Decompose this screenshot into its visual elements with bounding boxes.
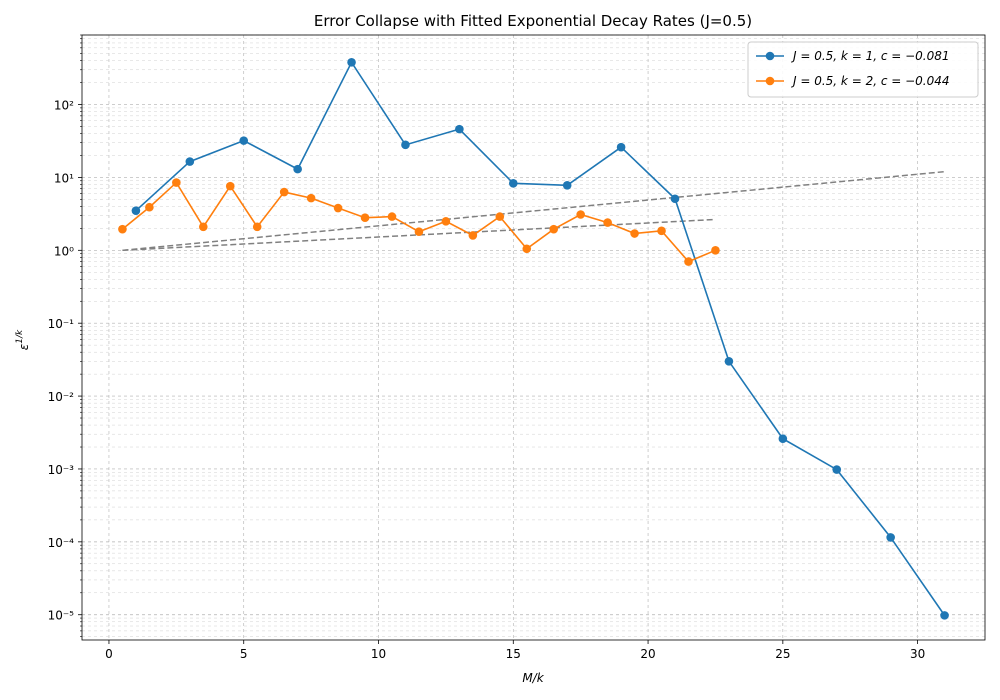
- y-tick-label: 10⁻⁴: [48, 536, 75, 550]
- data-point: [333, 203, 343, 213]
- grid: [82, 34, 985, 640]
- data-point: [401, 140, 410, 150]
- data-point: [468, 231, 478, 240]
- series-line: [135, 60, 946, 616]
- data-point: [131, 206, 141, 215]
- data-point: [455, 124, 464, 134]
- fit-lines: [122, 170, 945, 252]
- data-point: [118, 224, 127, 234]
- data-point: [508, 179, 518, 188]
- data-point: [576, 210, 585, 219]
- data-point: [252, 222, 262, 232]
- fit-line: [122, 170, 945, 252]
- data-point: [549, 224, 559, 234]
- legend: J = 0.5, k = 1, c = −0.081 J = 0.5, k = 2…: [747, 41, 979, 98]
- data-point: [778, 434, 788, 444]
- legend-marker: [765, 76, 775, 86]
- data-point: [347, 57, 356, 67]
- x-tick-label: 25: [775, 647, 790, 661]
- x-tick-label: 5: [240, 647, 248, 661]
- legend-box: [747, 41, 979, 98]
- y-tick-label: 10⁻¹: [48, 317, 75, 331]
- data-point: [185, 157, 195, 166]
- data-point: [239, 136, 249, 145]
- x-tick-label: 15: [506, 647, 521, 661]
- data-point: [886, 533, 895, 542]
- y-ticks: 10⁻⁵ 10⁻⁴ 10⁻³ 10⁻² 10⁻¹ 10⁰ 10¹ 10²: [48, 34, 82, 637]
- x-tick-label: 10: [371, 647, 386, 661]
- data-point: [414, 227, 424, 237]
- x-tick-label: 0: [105, 647, 113, 661]
- data-point: [832, 465, 842, 474]
- data-point: [360, 213, 370, 223]
- data-point: [225, 181, 235, 191]
- data-point: [670, 194, 680, 204]
- data-point: [441, 217, 451, 226]
- y-tick-label: 10⁻²: [48, 390, 75, 404]
- data-point: [940, 611, 949, 620]
- y-axis-label: ε1/k: [15, 329, 31, 350]
- data-point: [684, 257, 693, 266]
- data-point: [603, 218, 612, 227]
- data-point: [145, 202, 154, 212]
- data-point: [711, 246, 720, 255]
- x-axis-label: M/k: [522, 671, 544, 685]
- plot-frame: [81, 34, 986, 641]
- data-point: [630, 229, 639, 238]
- x-ticks: 0 5 10 15 20 25 30: [105, 640, 925, 661]
- legend-label: J = 0.5, k = 2, c = −0.044: [791, 74, 950, 88]
- y-tick-label: 10⁻⁵: [48, 609, 75, 623]
- chart-title: Error Collapse with Fitted Exponential D…: [314, 12, 752, 30]
- data-point: [293, 164, 302, 174]
- series-2: [118, 178, 720, 266]
- data-point: [562, 180, 572, 190]
- series-1: [131, 57, 949, 620]
- legend-label: J = 0.5, k = 1, c = −0.081: [791, 49, 950, 63]
- data-point: [495, 212, 505, 221]
- data-point: [724, 357, 734, 366]
- data-point: [522, 244, 532, 254]
- legend-marker: [765, 51, 775, 61]
- x-tick-label: 30: [910, 647, 925, 661]
- x-tick-label: 20: [640, 647, 655, 661]
- data-point: [306, 193, 316, 203]
- data-point: [279, 187, 289, 197]
- data-point: [387, 212, 397, 221]
- series: [118, 57, 949, 620]
- data-point: [657, 226, 666, 236]
- y-tick-label: 10¹: [54, 171, 74, 185]
- y-tick-label: 10²: [54, 99, 74, 113]
- data-point: [172, 178, 181, 187]
- y-tick-label: 10⁻³: [48, 463, 75, 477]
- data-point: [198, 222, 208, 232]
- data-point: [616, 142, 626, 152]
- y-tick-label: 10⁰: [54, 244, 74, 258]
